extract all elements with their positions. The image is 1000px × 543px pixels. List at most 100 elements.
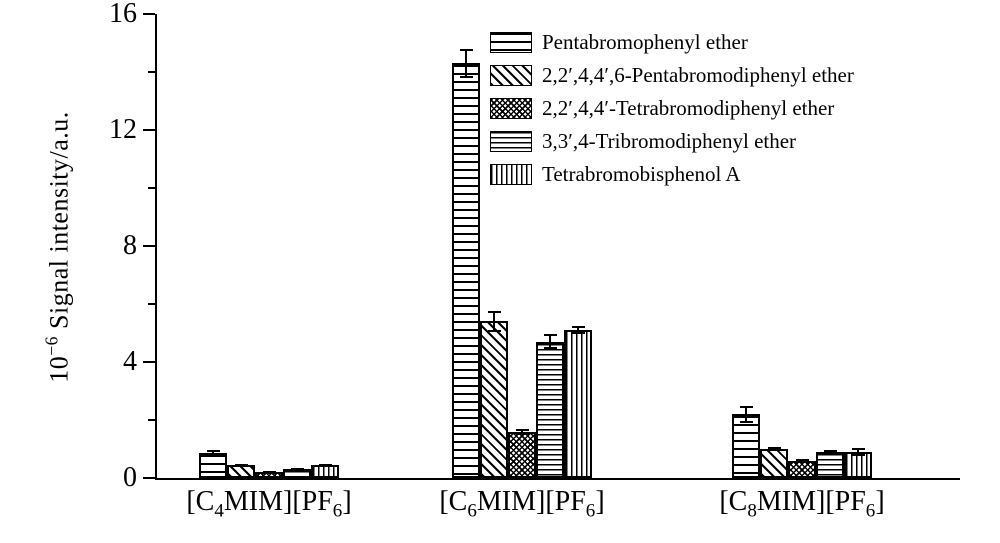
legend-label: 3,3′,4-Tribromodiphenyl ether bbox=[542, 129, 797, 153]
bar-with-error bbox=[255, 14, 283, 478]
bar-with-error bbox=[844, 14, 872, 478]
y-axis-minor-tick bbox=[148, 303, 155, 305]
error-bar-cap-top bbox=[571, 325, 585, 328]
error-bar-cap-bottom bbox=[206, 454, 220, 457]
x-axis-category-label: [C6MIM][PF6] bbox=[439, 486, 605, 522]
legend: Pentabromophenyl ether 2,2′,4,4′,6-Pentab… bbox=[490, 30, 854, 195]
bar bbox=[564, 330, 592, 478]
y-axis-minor-tick bbox=[148, 187, 155, 189]
error-bar-cap-bottom bbox=[515, 432, 529, 435]
error-bar-line bbox=[212, 449, 214, 457]
error-bar-cap-top bbox=[487, 311, 501, 314]
legend-label: 2,2′,4,4′,6-Pentabromodiphenyl ether bbox=[542, 63, 854, 87]
error-bar-cap-bottom bbox=[571, 332, 585, 335]
y-axis-tick-label: 8 bbox=[123, 230, 137, 261]
error-bar-cap-top bbox=[739, 405, 753, 408]
error-bar-line bbox=[577, 325, 579, 335]
bar-with-error bbox=[199, 14, 227, 478]
bar-with-error bbox=[536, 14, 564, 478]
bar-group bbox=[199, 14, 339, 478]
x-axis-category-label: [C4MIM][PF6] bbox=[186, 486, 352, 522]
bar-with-error bbox=[283, 14, 311, 478]
bar-group bbox=[732, 14, 872, 478]
legend-swatch-hlines-dense bbox=[490, 131, 532, 152]
legend-item: Tetrabromobisphenol A bbox=[490, 162, 854, 187]
legend-label: Tetrabromobisphenol A bbox=[542, 162, 741, 186]
error-bar-cap-bottom bbox=[767, 449, 781, 452]
y-axis-title: 10−6 Signal intensity/a.u. bbox=[41, 111, 74, 383]
error-bar-cap-bottom bbox=[851, 454, 865, 457]
bar bbox=[508, 431, 536, 478]
error-bar-cap-top bbox=[851, 447, 865, 450]
error-bar-line bbox=[745, 405, 747, 423]
error-bar-cap-bottom bbox=[262, 471, 276, 474]
error-bar-line bbox=[773, 446, 775, 452]
bar bbox=[844, 451, 872, 478]
y-axis: 0 4 8 12 16 bbox=[109, 0, 960, 492]
error-bar-cap-top bbox=[515, 428, 529, 431]
error-bar-cap-bottom bbox=[795, 460, 809, 463]
y-axis-major-tick bbox=[143, 13, 155, 15]
legend-swatch-vlines bbox=[490, 164, 532, 185]
bar bbox=[536, 341, 564, 478]
bar-group bbox=[452, 14, 592, 478]
legend-label: 2,2′,4,4′-Tetrabromodiphenyl ether bbox=[542, 96, 835, 120]
x-axis-category-label: [C8MIM][PF6] bbox=[719, 486, 885, 522]
error-bar-line bbox=[465, 48, 467, 78]
bar bbox=[480, 321, 508, 478]
error-bar-line bbox=[521, 428, 523, 435]
y-axis-tick-label: 0 bbox=[123, 462, 137, 493]
error-bar-line bbox=[493, 311, 495, 332]
bar-with-error bbox=[508, 14, 536, 478]
y-axis-tick-label: 4 bbox=[123, 346, 137, 377]
error-bar-cap-bottom bbox=[543, 346, 557, 349]
error-bar-line bbox=[549, 334, 551, 349]
y-axis-tick-label: 16 bbox=[109, 0, 137, 29]
error-bar-cap-bottom bbox=[487, 329, 501, 332]
legend-swatch-crosshatch bbox=[490, 98, 532, 119]
error-bar-cap-bottom bbox=[234, 464, 248, 467]
bars-container bbox=[157, 14, 960, 478]
bar bbox=[452, 63, 480, 478]
legend-item: 3,3′,4-Tribromodiphenyl ether bbox=[490, 129, 854, 154]
y-axis-minor-tick bbox=[148, 71, 155, 73]
error-bar-cap-bottom bbox=[459, 75, 473, 78]
error-bar-cap-top bbox=[543, 334, 557, 337]
error-bar-cap-bottom bbox=[739, 420, 753, 423]
error-bar-cap-bottom bbox=[290, 468, 304, 471]
error-bar-cap-top bbox=[767, 446, 781, 449]
bar-with-error bbox=[227, 14, 255, 478]
legend-swatch-diag bbox=[490, 65, 532, 86]
x-axis-labels: [C4MIM][PF6] [C6MIM][PF6] [C8MIM][PF6] bbox=[157, 14, 960, 522]
error-bar-cap-bottom bbox=[823, 451, 837, 454]
error-bar-cap-top bbox=[459, 48, 473, 51]
y-axis-major-tick bbox=[143, 477, 155, 479]
error-bar-line bbox=[857, 447, 859, 457]
bar bbox=[227, 464, 255, 478]
plot-area: 0 4 8 12 16 [C4MIM][PF6] [C6MIM][PF6] [C8MIM][… bbox=[109, 0, 960, 522]
y-axis-major-tick bbox=[143, 245, 155, 247]
legend-item: 2,2′,4,4′-Tetrabromodiphenyl ether bbox=[490, 96, 854, 121]
bar-with-error bbox=[480, 14, 508, 478]
error-bar-cap-bottom bbox=[318, 464, 332, 467]
legend-swatch-hlines-wide bbox=[490, 32, 532, 53]
bar-with-error bbox=[564, 14, 592, 478]
legend-item: Pentabromophenyl ether bbox=[490, 30, 854, 55]
legend-label: Pentabromophenyl ether bbox=[542, 30, 748, 54]
bar-with-error bbox=[452, 14, 480, 478]
error-bar-cap-top bbox=[823, 449, 837, 452]
bar bbox=[816, 451, 844, 478]
error-bar-line bbox=[829, 449, 831, 454]
bar-with-error bbox=[788, 14, 816, 478]
bar-with-error bbox=[760, 14, 788, 478]
bar-with-error bbox=[311, 14, 339, 478]
y-axis-minor-tick bbox=[148, 419, 155, 421]
bar bbox=[760, 449, 788, 478]
bar-with-error bbox=[816, 14, 844, 478]
bar-with-error bbox=[732, 14, 760, 478]
y-axis-major-tick bbox=[143, 129, 155, 131]
y-axis-major-tick bbox=[143, 361, 155, 363]
error-bar-cap-top bbox=[206, 449, 220, 452]
legend-item: 2,2′,4,4′,6-Pentabromodiphenyl ether bbox=[490, 63, 854, 88]
